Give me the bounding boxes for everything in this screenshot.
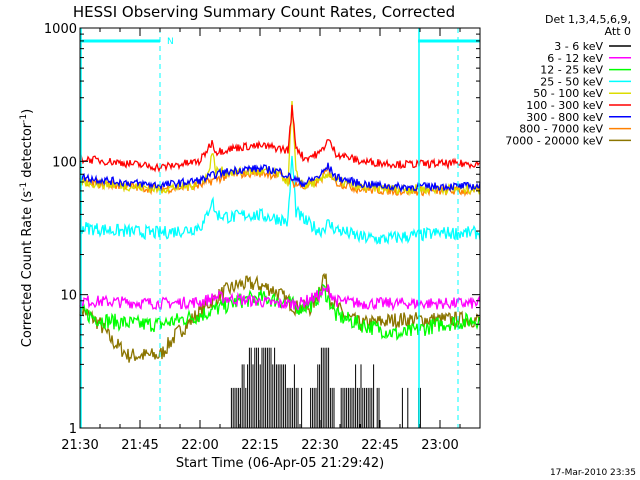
series-6-12-kev (79, 284, 481, 312)
legend-label: 800 - 7000 keV (519, 123, 603, 136)
x-tick-label: 22:45 (361, 438, 398, 453)
x-tick-label: 21:45 (121, 438, 158, 453)
y-axis-label: Corrected Count Rate (s-1 detector-1) (19, 109, 35, 347)
y-tick-label: 10 (60, 289, 77, 304)
annotation-layer: N (80, 28, 480, 428)
y-axis-label-end: ) (20, 109, 35, 114)
footer-timestamp: 17-Mar-2010 23:35 (550, 468, 636, 478)
legend-label: 12 - 25 keV (540, 64, 603, 77)
x-tick-label: 22:00 (181, 438, 218, 453)
y-axis-label-sup2: -1 (19, 114, 29, 123)
y-tick-label: 1 (69, 422, 77, 437)
series-100-300-kev (79, 104, 481, 173)
series-layer (79, 100, 481, 428)
x-tick-label: 23:00 (421, 438, 458, 453)
legend-label: 50 - 100 keV (533, 87, 603, 100)
series-3-6-kev (230, 347, 421, 428)
chart-title: HESSI Observing Summary Count Rates, Cor… (73, 3, 455, 21)
series-7000-20000-kev (79, 272, 481, 363)
series-25-50-kev (79, 155, 481, 245)
y-axis: 1 10 100 1000 (44, 22, 480, 437)
y-tick-label: 1000 (44, 22, 77, 37)
night-label: N (167, 37, 174, 47)
legend-label: 6 - 12 keV (547, 52, 603, 65)
x-tick-label: 22:15 (241, 438, 278, 453)
legend-label: 300 - 800 keV (526, 111, 603, 124)
legend-label: 3 - 6 keV (554, 40, 603, 53)
x-tick-label: 21:30 (61, 438, 98, 453)
y-axis-label-main: Corrected Count Rate (s (20, 191, 35, 348)
y-axis-label-sup1: -1 (19, 182, 29, 191)
series-300-800-kev (79, 162, 481, 193)
legend-label: 100 - 300 keV (526, 99, 603, 112)
x-axis-label: Start Time (06-Apr-05 21:29:42) (176, 456, 384, 471)
legend-header-line: Att 0 (605, 25, 631, 38)
series-50-100-kev (79, 100, 481, 197)
legend-label: 7000 - 20000 keV (505, 134, 603, 147)
legend-label: 25 - 50 keV (540, 75, 603, 88)
x-tick-label: 22:30 (301, 438, 338, 453)
y-tick-label: 100 (52, 155, 77, 170)
series-12-25-kev (79, 283, 481, 341)
legend-header-line: Det 1,3,4,5,6,9, (545, 13, 631, 26)
y-axis-label-mid: detector (20, 122, 35, 182)
x-axis: 21:30 21:45 22:00 22:15 22:30 22:45 23:00 (61, 28, 481, 453)
